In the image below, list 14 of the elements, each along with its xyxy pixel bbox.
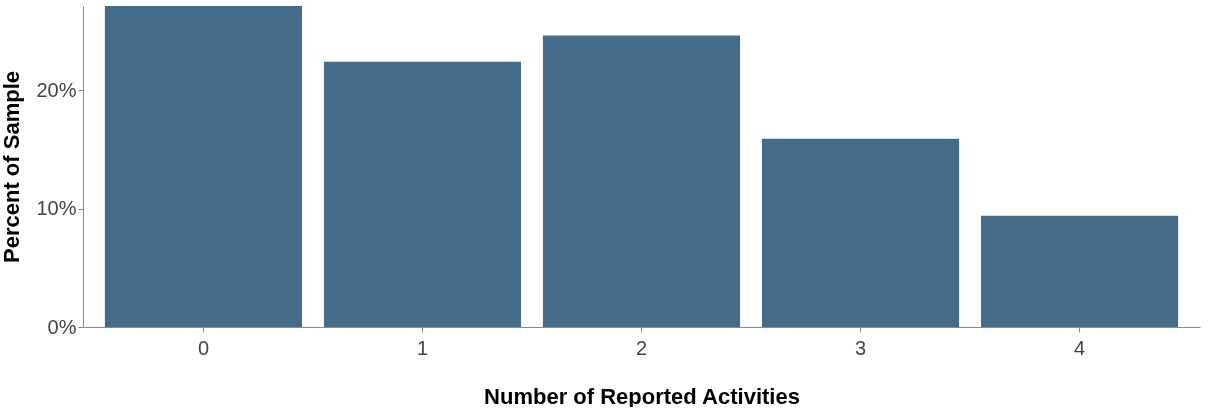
x-tick-label: 0: [197, 336, 210, 359]
x-tick-label: 3: [854, 336, 867, 359]
bar: [761, 138, 960, 327]
bar: [980, 215, 1179, 327]
x-tick-label: 4: [1073, 336, 1086, 359]
bar: [104, 6, 303, 327]
y-tick-label: 20%: [36, 78, 77, 101]
bar: [323, 61, 522, 327]
x-tick-label: 1: [416, 336, 429, 359]
x-tick-label: 2: [635, 336, 648, 359]
y-tick-label: 0%: [47, 315, 77, 338]
y-axis-title: Percent of Sample: [0, 71, 25, 263]
bar: [542, 35, 741, 327]
y-tick-label: 10%: [36, 197, 77, 220]
